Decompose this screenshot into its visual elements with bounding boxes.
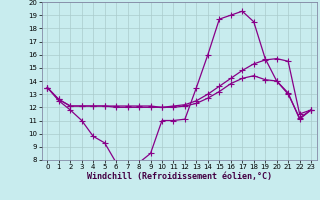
X-axis label: Windchill (Refroidissement éolien,°C): Windchill (Refroidissement éolien,°C) bbox=[87, 172, 272, 181]
